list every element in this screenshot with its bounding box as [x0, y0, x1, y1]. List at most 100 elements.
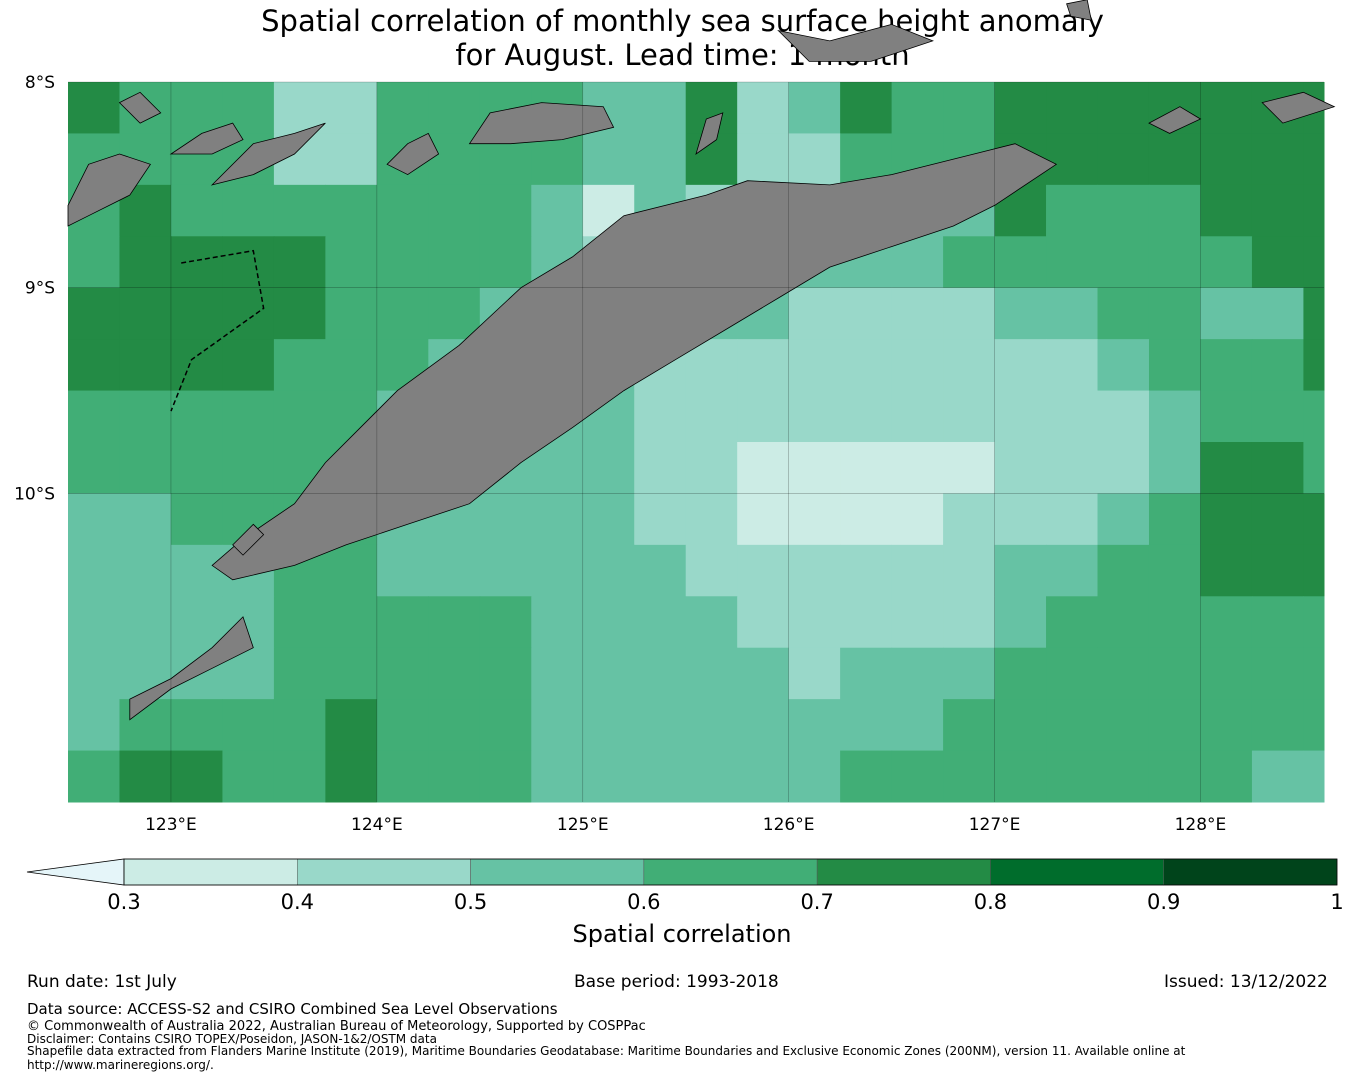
correlation-cell — [1046, 390, 1099, 443]
correlation-cell — [1097, 390, 1150, 443]
correlation-cell — [943, 493, 996, 546]
correlation-cell — [1303, 493, 1325, 546]
correlation-cell — [737, 750, 790, 803]
correlation-cell — [737, 647, 790, 700]
colorbar-tick-label: 0.7 — [800, 890, 833, 914]
correlation-cell — [68, 750, 120, 803]
correlation-cell — [582, 750, 635, 803]
correlation-cell — [325, 647, 378, 700]
correlation-cell — [994, 544, 1047, 597]
colorbar-bin — [816, 858, 991, 886]
correlation-cell — [273, 390, 326, 443]
correlation-cell — [634, 442, 687, 494]
correlation-cell — [582, 133, 635, 186]
correlation-cell — [1251, 442, 1304, 494]
correlation-cell — [891, 236, 944, 289]
correlation-cell — [891, 82, 944, 134]
correlation-cell — [1046, 236, 1099, 289]
correlation-cell — [1097, 287, 1150, 340]
correlation-cell — [325, 184, 378, 237]
correlation-cell — [222, 236, 275, 289]
correlation-cell — [1097, 647, 1150, 700]
correlation-cell — [273, 647, 326, 700]
correlation-cell — [685, 750, 738, 803]
correlation-cell — [1200, 339, 1253, 392]
lon-tick-label: 124°E — [351, 815, 403, 835]
correlation-cell — [994, 647, 1047, 700]
correlation-cell — [1046, 699, 1099, 752]
correlation-cell — [582, 544, 635, 597]
correlation-cell — [376, 647, 429, 700]
correlation-cell — [994, 390, 1047, 443]
correlation-cell — [1046, 647, 1099, 700]
correlation-cell — [325, 236, 378, 289]
correlation-cell — [1200, 390, 1253, 443]
correlation-cell — [479, 493, 532, 546]
correlation-cell — [1303, 544, 1325, 597]
correlation-cell — [1046, 493, 1099, 546]
correlation-cell — [1046, 596, 1099, 649]
colorbar-label: Spatial correlation — [572, 920, 791, 948]
correlation-cell — [737, 339, 790, 392]
correlation-cell — [68, 493, 120, 546]
lon-tick-label: 123°E — [145, 815, 197, 835]
correlation-cell — [376, 236, 429, 289]
map-figure: 123°E 124°E 125°E 126°E 127°E 128°E 8°S 9°S 10°S… — [14, 0, 1344, 948]
correlation-cell — [582, 699, 635, 752]
correlation-cell — [685, 596, 738, 649]
correlation-cell — [222, 390, 275, 443]
colorbar-bin — [1163, 858, 1338, 886]
colorbar-tick-label: 0.4 — [281, 890, 314, 914]
correlation-cell — [119, 493, 172, 546]
correlation-cell — [994, 236, 1047, 289]
correlation-cell — [788, 544, 841, 597]
correlation-cell — [325, 750, 378, 803]
correlation-cell — [531, 544, 584, 597]
correlation-cell — [1046, 184, 1099, 237]
correlation-cell — [1303, 699, 1325, 752]
correlation-cell — [1097, 236, 1150, 289]
lat-tick-label: 10°S — [14, 484, 55, 504]
correlation-cell — [994, 493, 1047, 546]
correlation-cell — [891, 647, 944, 700]
correlation-cell — [685, 544, 738, 597]
correlation-cell — [891, 699, 944, 752]
colorbar-extend-arrow — [26, 858, 125, 886]
correlation-cell — [531, 647, 584, 700]
correlation-cell — [891, 390, 944, 443]
correlation-cell — [582, 493, 635, 546]
correlation-cell — [68, 647, 120, 700]
correlation-cell — [479, 544, 532, 597]
lat-tick-label: 8°S — [25, 73, 55, 93]
correlation-cell — [170, 287, 223, 340]
correlation-cell — [634, 699, 687, 752]
correlation-cell — [170, 750, 223, 803]
correlation-cell — [376, 596, 429, 649]
correlation-cell — [840, 596, 893, 649]
correlation-cell — [376, 544, 429, 597]
land-wetar — [777, 23, 934, 62]
correlation-cell — [119, 750, 172, 803]
correlation-cell — [994, 82, 1047, 134]
correlation-cell — [119, 287, 172, 340]
correlation-cell — [891, 442, 944, 494]
correlation-cell — [788, 133, 841, 186]
lon-tick-label: 125°E — [557, 815, 609, 835]
correlation-cell — [737, 390, 790, 443]
correlation-cell — [943, 442, 996, 494]
correlation-cell — [1251, 133, 1304, 186]
correlation-cell — [634, 133, 687, 186]
correlation-cell — [222, 184, 275, 237]
correlation-cell — [840, 390, 893, 443]
correlation-cell — [634, 596, 687, 649]
correlation-cell — [1200, 287, 1253, 340]
correlation-cell — [428, 647, 481, 700]
correlation-cell — [994, 442, 1047, 494]
colorbar-bin — [643, 858, 818, 886]
correlation-cell — [479, 647, 532, 700]
correlation-cell — [170, 82, 223, 134]
disclaimer-note: Disclaimer: Contains CSIRO TOPEX/Poseido… — [27, 1032, 437, 1046]
correlation-cell — [1200, 442, 1253, 494]
colorbar-tick-label: 0.5 — [454, 890, 487, 914]
correlation-cell — [788, 596, 841, 649]
